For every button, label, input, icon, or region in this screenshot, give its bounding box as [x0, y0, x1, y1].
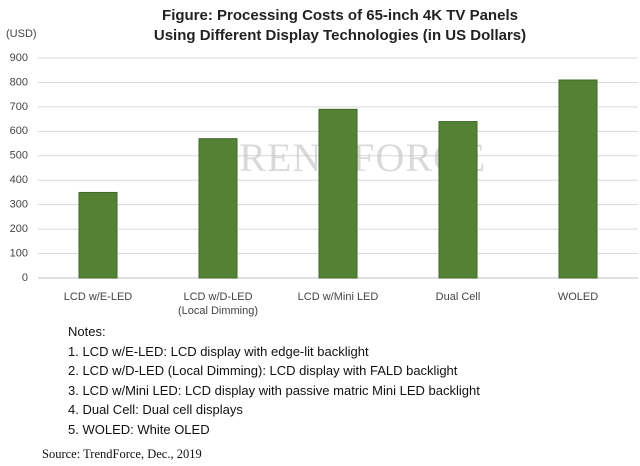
note: 4. Dual Cell: Dual cell displays: [68, 402, 243, 417]
y-tick-label: 700: [10, 101, 28, 113]
x-tick-label: LCD w/E-LED: [63, 291, 133, 303]
y-tick-label: 900: [10, 52, 28, 64]
x-tick-label: Dual Cell: [435, 291, 481, 303]
x-tick-label: LCD w/D-LED (Local Dimming): [177, 291, 259, 317]
y-tick-label: 400: [10, 174, 28, 186]
source: Source: TrendForce, Dec., 2019: [42, 447, 202, 461]
bar: [198, 138, 238, 279]
note: 5. WOLED: White OLED: [68, 421, 210, 437]
y-tick-label: 0: [22, 272, 28, 284]
note: 2. LCD w/D-LED (Local Dimming): LCD disp…: [68, 363, 458, 378]
y-tick-label: 500: [10, 150, 28, 162]
y-tick-label: 300: [10, 199, 28, 211]
note: 1. LCD w/E-LED: LCD display with edge-li…: [68, 343, 369, 359]
y-tick-label: 600: [10, 125, 28, 137]
bar: [558, 79, 598, 279]
chart-title: Figure: Processing Costs of 65-inch 4K T…: [153, 7, 527, 44]
x-tick-label: LCD w/Mini LED: [297, 291, 379, 303]
x-tick-label: WOLED: [557, 291, 599, 303]
notes-title: Notes:: [68, 324, 106, 339]
note: 3. LCD w/Mini LED: LCD display with pass…: [68, 382, 480, 398]
y-tick-label: 800: [10, 76, 28, 88]
notes-list: 1. LCD w/E-LED: LCD display with edge-li…: [68, 342, 480, 440]
y-tick-label: 100: [10, 247, 28, 259]
notes: Notes: 1. LCD w/E-LED: LCD display with …: [68, 322, 480, 439]
y-tick-label: 200: [10, 223, 28, 235]
bar: [318, 108, 358, 279]
y-unit: (USD): [6, 28, 37, 40]
bar: [78, 191, 118, 279]
bar: [438, 121, 478, 279]
